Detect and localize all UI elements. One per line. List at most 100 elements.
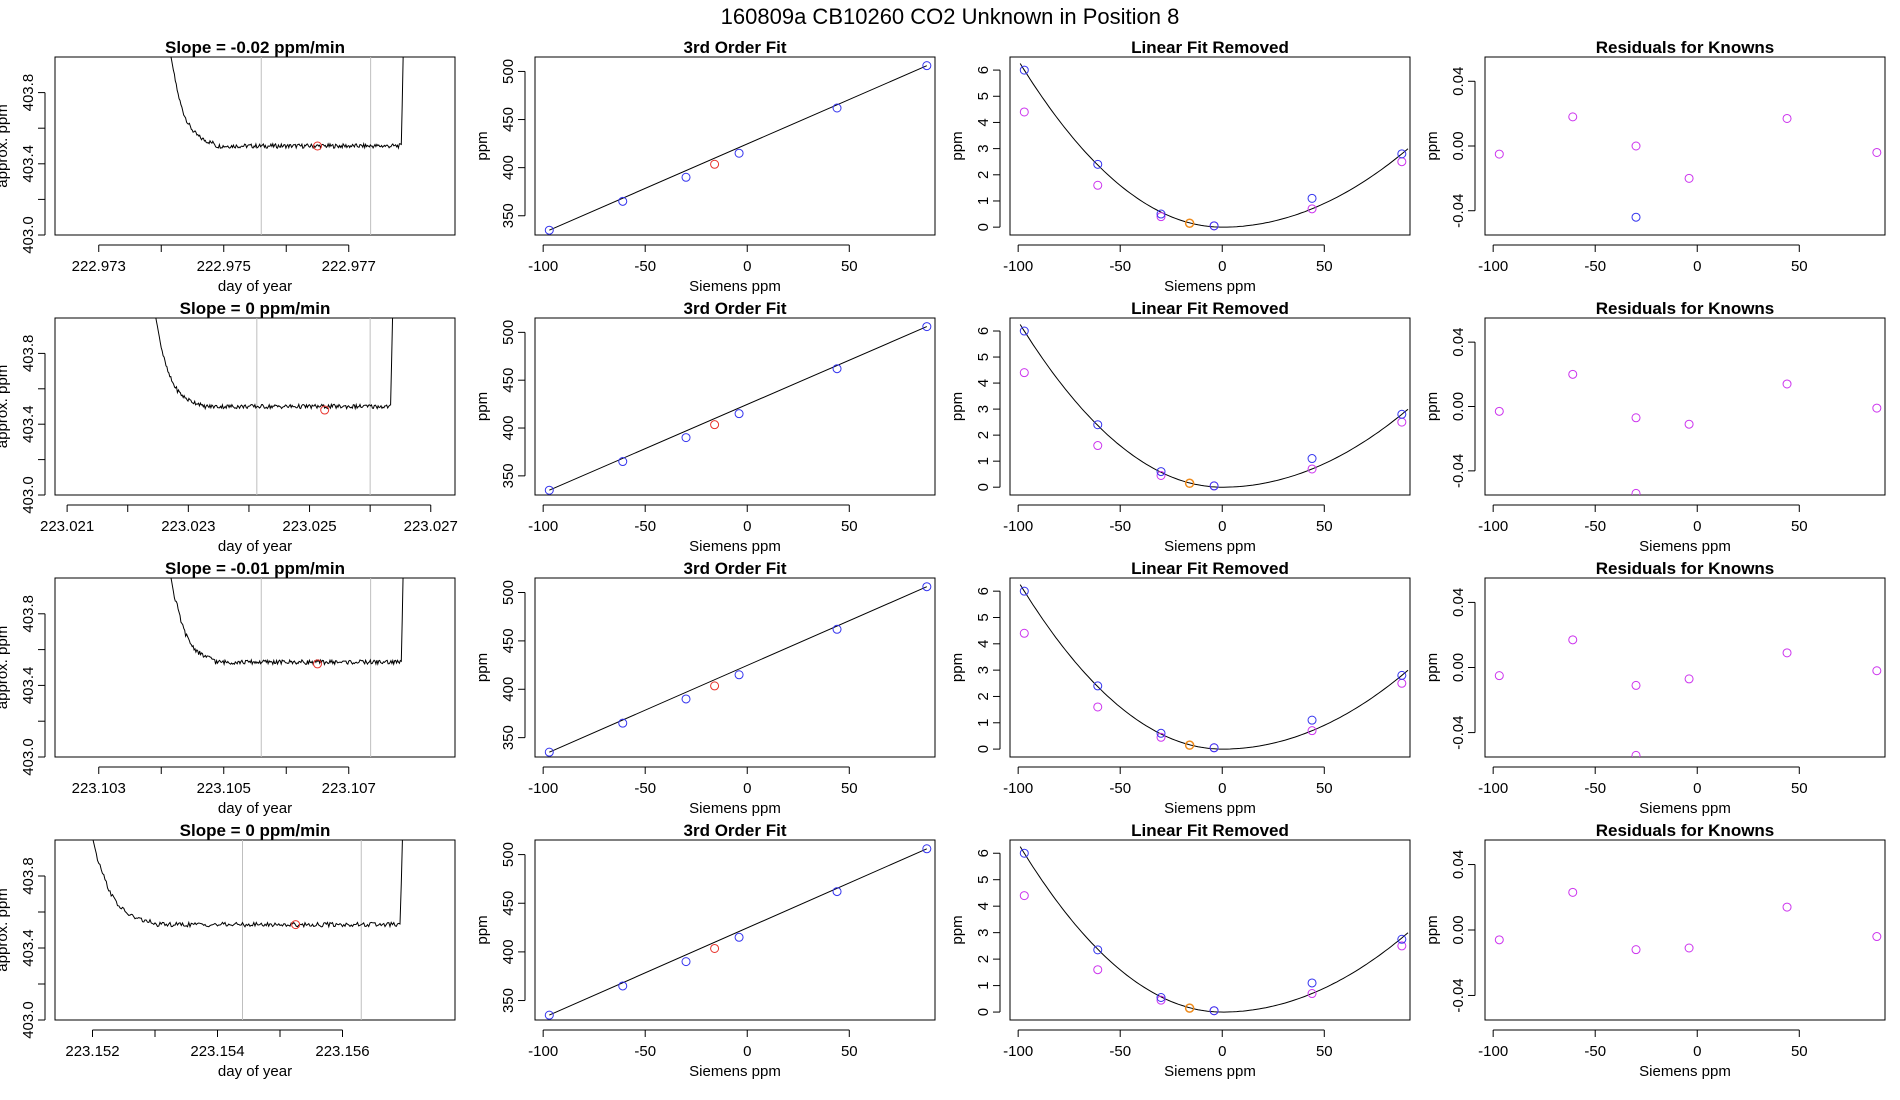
x-axis-label: day of year [218,800,292,817]
y-axis-label: ppm [1424,915,1441,944]
residual-point [1093,441,1103,451]
residual-point [1631,413,1641,423]
x-axis-label: Siemens ppm [1639,538,1731,555]
x-tick-label: 50 [1316,518,1333,535]
x-axis-label: Siemens ppm [1639,1063,1731,1080]
panel-title: Slope = 0 ppm/min [180,299,331,318]
known-point [1156,209,1166,219]
y-tick-label: 450 [500,628,517,653]
panel-title: Linear Fit Removed [1131,559,1289,578]
x-tick-label: 50 [1791,258,1808,275]
panel-title: Residuals for Knowns [1596,821,1775,840]
y-tick-label: 0 [975,1008,992,1016]
x-tick-label: 50 [1316,1043,1333,1060]
known-point [1093,681,1103,691]
x-tick-label: 223.023 [161,518,215,535]
y-tick-label: 6 [975,66,992,74]
y-tick-label: 3 [975,405,992,413]
unknown-point [710,943,720,953]
known-point [1209,743,1219,753]
fit-line [549,586,928,753]
y-axis-label: approx. ppm [0,626,11,709]
y-tick-label: 403.0 [20,1001,37,1039]
y-tick-label: 403.0 [20,476,37,514]
x-tick-label: -100 [1478,518,1508,535]
x-tick-label: 222.973 [72,258,126,275]
points-group [1019,584,1409,753]
points-group [1019,324,1409,491]
trace-group [92,840,403,929]
y-tick-label: 1 [975,719,992,727]
known-point [544,225,554,235]
y-tick-label: 400 [500,416,517,441]
x-axis-label: Siemens ppm [1164,1063,1256,1080]
x-tick-label: -100 [1478,1043,1508,1060]
points-group [544,322,932,495]
residual-point [1019,891,1029,901]
y-axis-label: ppm [474,131,491,160]
known-point [1209,1006,1219,1016]
unknown-point [710,681,720,691]
x-tick-label: -100 [1478,258,1508,275]
panel-linear-fit-removed-row1: Linear Fit Removed Siemens ppm ppm -100 -50 0… [949,38,1411,295]
x-axis-label: Siemens ppm [689,278,781,295]
x-tick-label: -50 [634,1043,656,1060]
x-tick-label: 50 [841,1043,858,1060]
residual-point [1631,680,1641,690]
y-tick-label: 500 [500,842,517,867]
panel-third-order-fit-row1: 3rd Order Fit Siemens ppm ppm -100 -50 0 50 350… [474,38,936,295]
panel-time-series-row1: Slope = -0.02 ppm/min day of year approx. … [0,38,456,295]
y-tick-label: 500 [500,59,517,84]
points-group [544,61,932,235]
y-tick-label: 4 [975,118,992,126]
x-tick-label: 0 [1218,1043,1226,1060]
panel-title: 3rd Order Fit [684,559,787,578]
known-point [1019,65,1029,75]
y-tick-label: -0.04 [1450,978,1467,1012]
points-group [1494,887,1882,955]
residual-point [1307,726,1317,736]
y-axis-label: ppm [474,392,491,421]
points-group [1494,369,1882,495]
panel-title: Linear Fit Removed [1131,821,1289,840]
x-axis-label: Siemens ppm [1164,800,1256,817]
y-axis-label: ppm [949,653,966,682]
x-tick-label: 50 [841,258,858,275]
x-tick-label: 222.977 [322,258,376,275]
y-tick-label: 403.4 [20,929,37,967]
x-tick-label: -100 [1003,258,1033,275]
known-point [1307,193,1317,203]
y-axis-label: ppm [949,131,966,160]
x-tick-label: 0 [743,1043,751,1060]
y-axis-label: approx. ppm [0,365,11,448]
x-tick-label: 0 [1218,258,1226,275]
y-tick-label: 3 [975,144,992,152]
plot-frame [534,56,936,236]
known-point [681,172,691,182]
y-tick-label: 0 [975,483,992,491]
residual-point [1156,732,1166,742]
residual-point [1019,368,1029,378]
known-point [1209,481,1219,491]
y-tick-label: 4 [975,902,992,910]
y-tick-label: 0.04 [1450,67,1467,96]
residual-point [1684,173,1694,183]
known-point [734,932,744,942]
known-point [1093,159,1103,169]
residual-point [1156,212,1166,222]
panel-linear-fit-removed-row3: Linear Fit Removed Siemens ppm ppm -100 -50 0… [949,559,1411,817]
x-tick-label: 0 [743,780,751,797]
y-tick-label: 3 [975,666,992,674]
known-point [1156,993,1166,1002]
panel-title: Slope = -0.02 ppm/min [165,38,345,57]
x-tick-label: 50 [1791,518,1808,535]
residual-point [1782,379,1792,389]
known-point [544,1010,554,1020]
known-point [618,981,628,991]
y-tick-label: 1 [975,197,992,205]
known-point [1307,715,1317,725]
plot-frame [54,317,456,496]
unknown-point [1184,740,1195,750]
x-tick-label: 223.107 [322,780,376,797]
